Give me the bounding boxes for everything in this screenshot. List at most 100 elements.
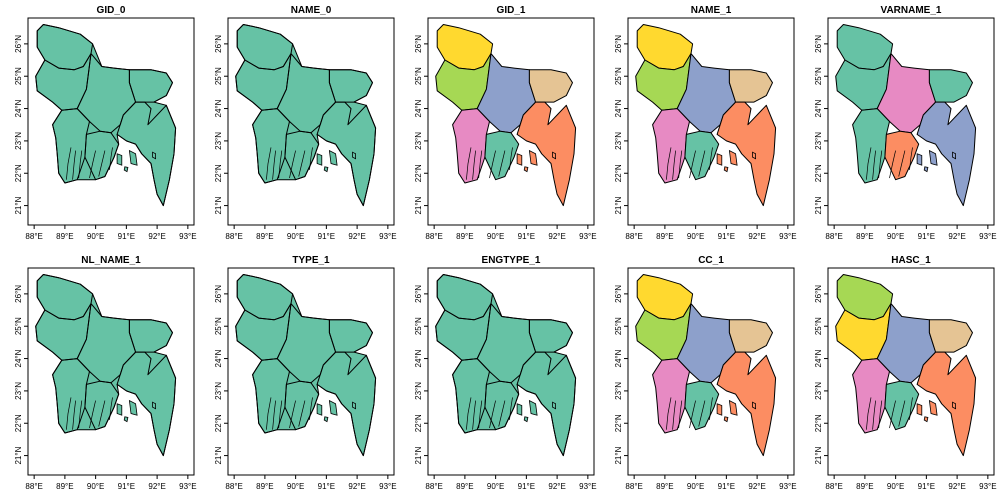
x-tick-label: 92°E bbox=[748, 232, 765, 241]
y-tick-label: 21°N bbox=[14, 196, 23, 214]
x-tick-label: 88°E bbox=[625, 232, 642, 241]
x-tick-label: 89°E bbox=[856, 232, 873, 241]
river-line bbox=[478, 400, 483, 429]
country-shape bbox=[235, 274, 377, 457]
division-border-khulna bbox=[452, 358, 490, 434]
river-line bbox=[672, 400, 676, 430]
x-tick-label: 90°E bbox=[487, 482, 504, 491]
x-tick-label: 88°E bbox=[825, 482, 842, 491]
country-shape bbox=[435, 274, 577, 457]
river-line bbox=[89, 150, 96, 179]
y-tick-label: 25°N bbox=[414, 67, 423, 85]
river-line bbox=[509, 397, 513, 421]
x-tick-label: 90°E bbox=[687, 232, 704, 241]
x-tick-label: 92°E bbox=[148, 482, 165, 491]
x-tick-label: 88°E bbox=[425, 232, 442, 241]
river-line bbox=[709, 397, 713, 421]
division-border-barisal bbox=[84, 380, 120, 431]
river-line bbox=[66, 147, 72, 180]
island bbox=[552, 151, 556, 160]
river-line bbox=[472, 400, 476, 430]
y-tick-label: 26°N bbox=[414, 35, 423, 53]
river-line bbox=[78, 150, 83, 179]
y-tick-label: 25°N bbox=[214, 67, 223, 85]
island bbox=[352, 151, 357, 160]
x-tick-label: 89°E bbox=[656, 482, 673, 491]
river-line bbox=[66, 397, 72, 430]
division-chittagong bbox=[516, 101, 577, 207]
y-tick-label: 25°N bbox=[614, 67, 623, 85]
island bbox=[123, 416, 129, 423]
y-tick-label: 25°N bbox=[814, 317, 823, 335]
y-tick-label: 21°N bbox=[14, 446, 23, 464]
x-tick-label: 92°E bbox=[548, 482, 565, 491]
river-line bbox=[898, 150, 906, 177]
island bbox=[352, 401, 357, 410]
river-line bbox=[709, 147, 713, 171]
x-tick-label: 93°E bbox=[979, 482, 996, 491]
panel-title: ENGTYPE_1 bbox=[482, 255, 541, 266]
division-sylhet bbox=[928, 319, 973, 353]
y-tick-label: 22°N bbox=[814, 164, 823, 182]
river-line bbox=[889, 150, 896, 179]
map-panel: GID_0 88°E 89°E 90°E 91°E 92°E 93°E 21°N 22°N 23°… bbox=[14, 5, 197, 241]
division-border-chittagong bbox=[316, 351, 377, 457]
river-line bbox=[666, 397, 672, 430]
y-tick-label: 23°N bbox=[414, 382, 423, 400]
island bbox=[916, 403, 923, 416]
river-line bbox=[872, 150, 876, 180]
map-panel: HASC_1 88°E 89°E 90°E 91°E 92°E 93°E 21°N 22°N 23… bbox=[814, 255, 997, 491]
island bbox=[716, 153, 723, 166]
y-tick-label: 26°N bbox=[614, 285, 623, 303]
river-line bbox=[509, 147, 513, 171]
river-line bbox=[889, 400, 896, 429]
x-tick-label: 90°E bbox=[487, 232, 504, 241]
division-border-sylhet bbox=[128, 319, 173, 353]
division-border-chittagong bbox=[116, 101, 177, 207]
river-line bbox=[278, 400, 283, 429]
river-line bbox=[498, 400, 506, 427]
plot-frame bbox=[427, 267, 595, 476]
plot-frame bbox=[227, 17, 395, 226]
y-tick-label: 24°N bbox=[14, 99, 23, 117]
map-panel: CC_1 88°E 89°E 90°E 91°E 92°E 93°E 21°N 22°N 23°N… bbox=[614, 255, 797, 491]
river-line bbox=[266, 397, 272, 430]
y-tick-label: 26°N bbox=[814, 35, 823, 53]
y-tick-label: 22°N bbox=[214, 164, 223, 182]
x-tick-label: 89°E bbox=[456, 482, 473, 491]
river-line bbox=[309, 147, 313, 171]
island bbox=[728, 399, 738, 416]
division-khulna bbox=[652, 358, 690, 434]
island bbox=[952, 151, 956, 160]
island bbox=[752, 401, 756, 410]
river-line bbox=[289, 150, 296, 179]
river-line bbox=[89, 400, 96, 429]
y-tick-label: 21°N bbox=[214, 446, 223, 464]
y-tick-label: 22°N bbox=[814, 414, 823, 432]
panel-title: GID_0 bbox=[97, 5, 126, 16]
y-tick-label: 26°N bbox=[214, 285, 223, 303]
river-line bbox=[272, 400, 276, 430]
panel-title: VARNAME_1 bbox=[881, 5, 942, 16]
y-tick-label: 23°N bbox=[14, 382, 23, 400]
river-line bbox=[698, 400, 706, 427]
river-line bbox=[78, 400, 83, 429]
division-khulna bbox=[452, 108, 490, 184]
river-line bbox=[289, 400, 296, 429]
plot-frame bbox=[227, 267, 395, 476]
y-tick-label: 22°N bbox=[614, 164, 623, 182]
x-tick-label: 92°E bbox=[548, 232, 565, 241]
x-tick-label: 93°E bbox=[179, 482, 196, 491]
river-line bbox=[909, 147, 913, 171]
division-border-barisal bbox=[284, 380, 320, 431]
division-sylhet bbox=[728, 69, 773, 103]
x-tick-label: 92°E bbox=[348, 482, 365, 491]
island bbox=[516, 153, 523, 166]
division-border-khulna bbox=[252, 358, 290, 434]
island bbox=[152, 151, 157, 160]
x-tick-label: 90°E bbox=[887, 482, 904, 491]
y-tick-label: 26°N bbox=[414, 285, 423, 303]
y-tick-label: 26°N bbox=[614, 35, 623, 53]
map-panel: NAME_0 88°E 89°E 90°E 91°E 92°E 93°E 21°N 22°N 23… bbox=[214, 5, 397, 241]
island bbox=[116, 153, 123, 166]
